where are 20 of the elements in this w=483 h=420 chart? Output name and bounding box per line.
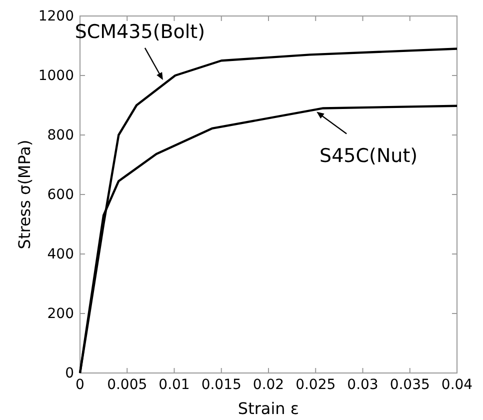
annotation: S45C(Nut) xyxy=(320,144,418,167)
x-tick-label: 0.035 xyxy=(390,376,430,393)
y-tick-label: 200 xyxy=(47,306,74,322)
x-tick-label: 0.03 xyxy=(347,376,378,393)
y-tick-label: 800 xyxy=(47,127,74,144)
x-tick-label: 0.04 xyxy=(441,376,473,393)
y-axis-title: Stress σ(MPa) xyxy=(15,140,34,250)
y-tick-label: 1000 xyxy=(38,68,74,84)
x-axis-title: Strain ε xyxy=(238,399,300,418)
x-tick-label: 0.025 xyxy=(296,376,336,393)
x-tick-label: 0 xyxy=(76,376,84,393)
y-tick-label: 1200 xyxy=(38,8,74,24)
y-tick-label: 400 xyxy=(47,246,74,262)
y-tick-label: 0 xyxy=(65,365,74,382)
annotation: SCM435(Bolt) xyxy=(74,20,206,43)
y-tick-label: 600 xyxy=(47,186,74,203)
x-tick-label: 0.015 xyxy=(201,376,242,393)
x-tick-label: 0.005 xyxy=(107,376,148,393)
x-tick-label: 0.01 xyxy=(158,376,190,393)
x-tick-label: 0.02 xyxy=(252,376,284,393)
